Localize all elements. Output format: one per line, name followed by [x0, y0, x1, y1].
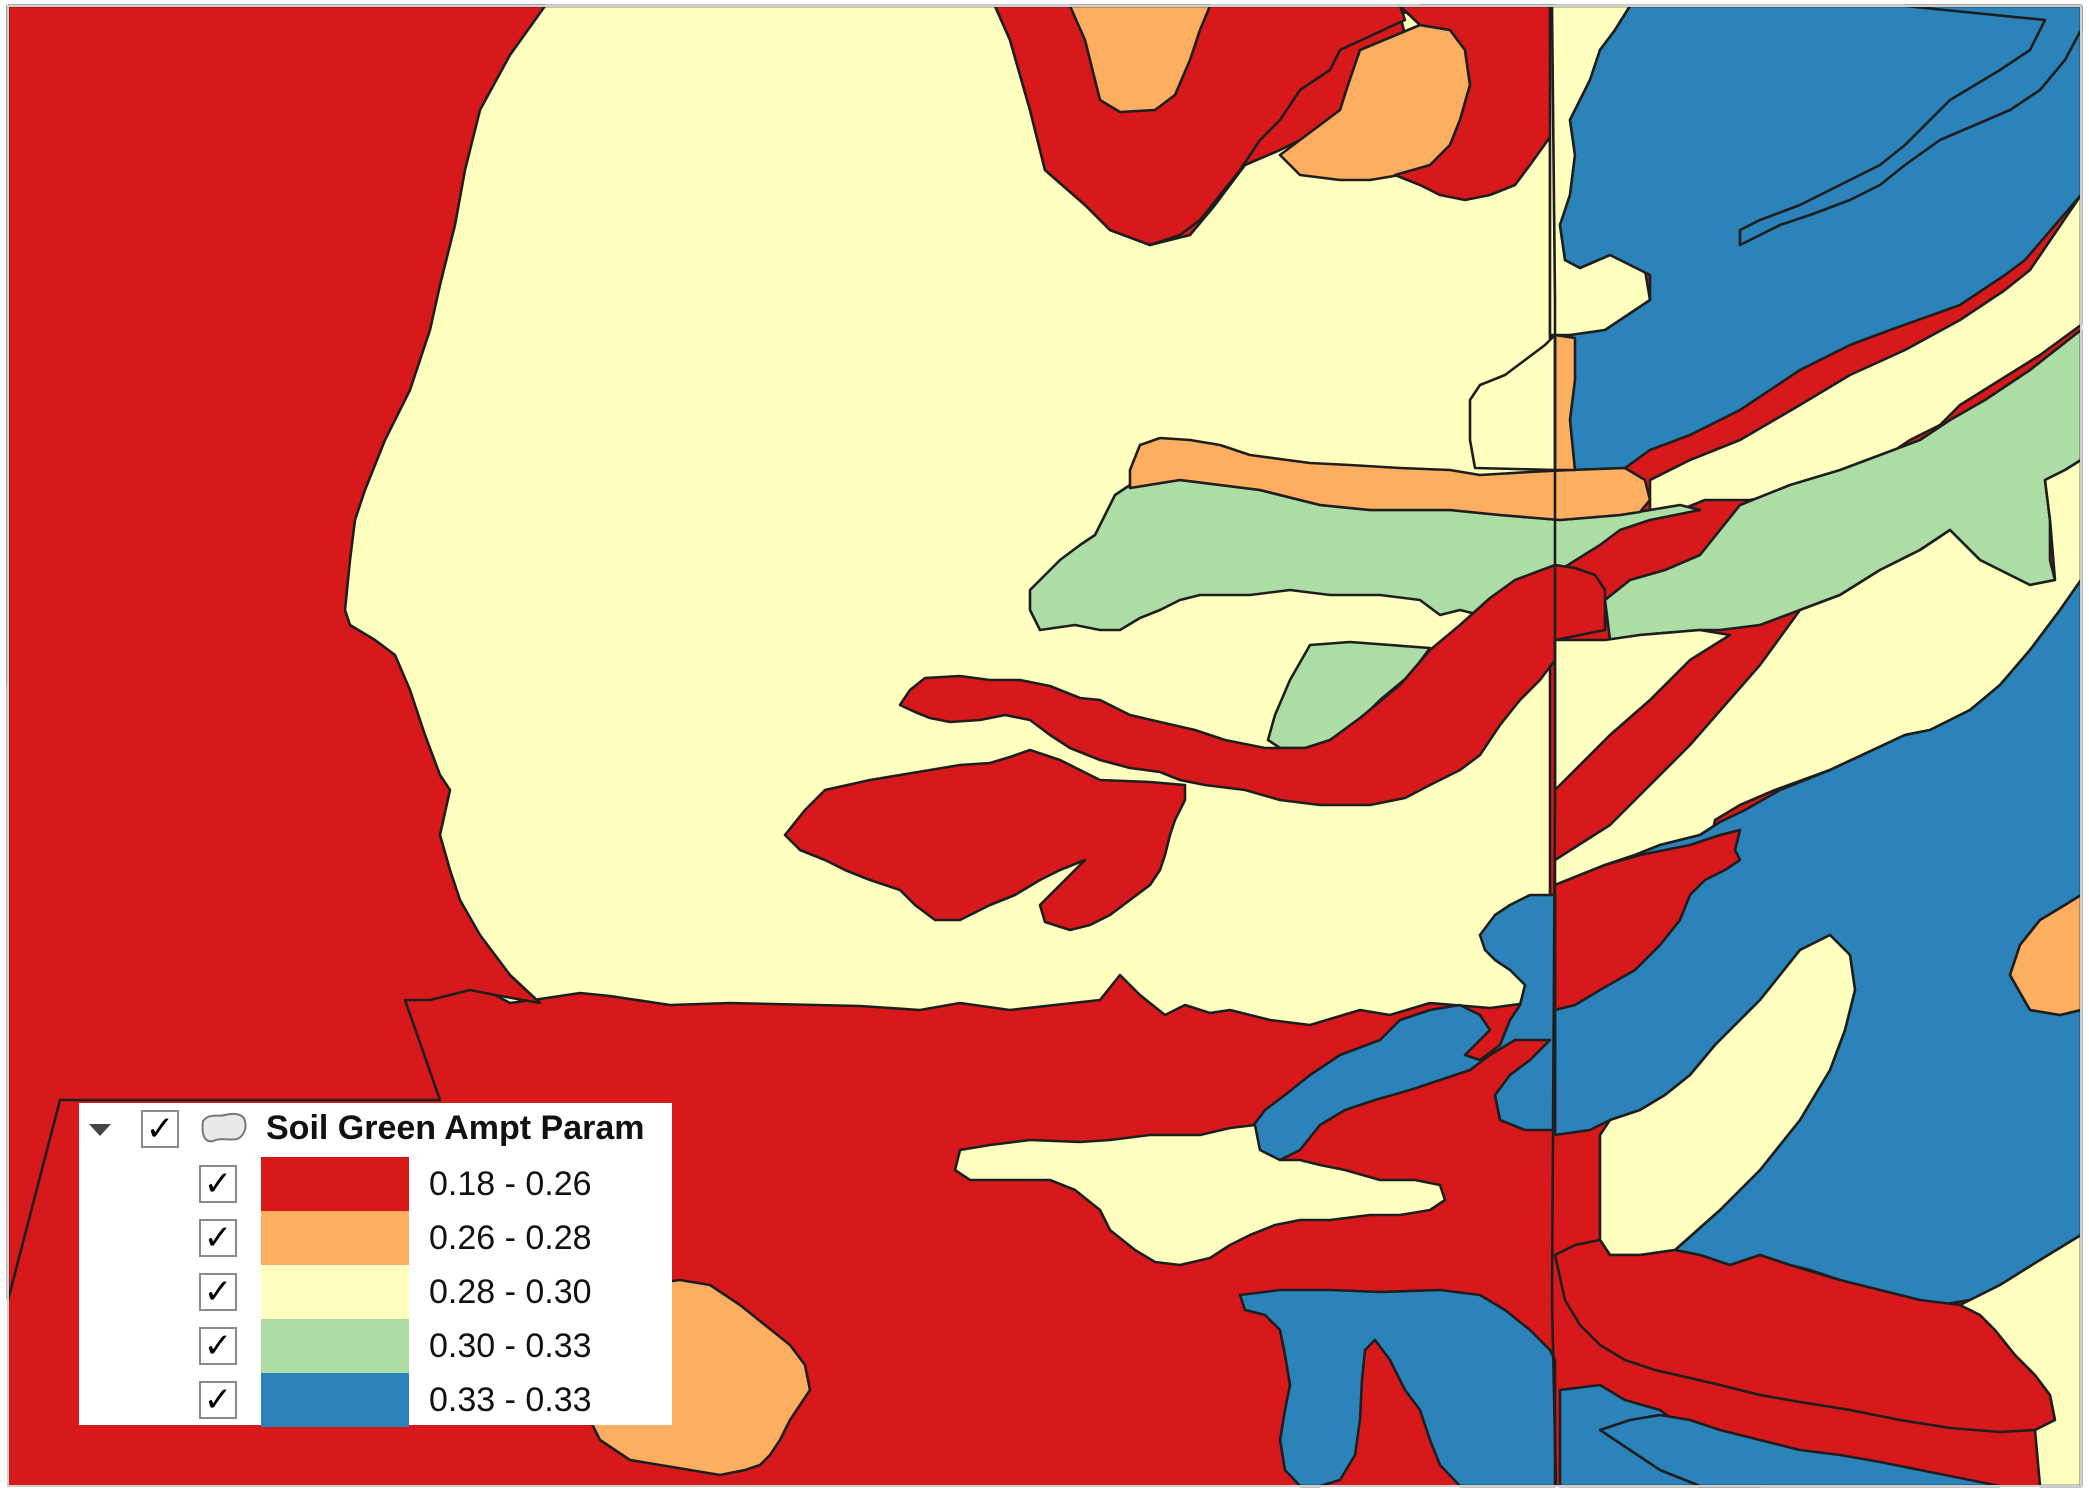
polygon-yellow-pocket[interactable] — [1468, 333, 1557, 472]
class-range-label: 0.33 - 0.33 — [429, 1381, 592, 1419]
polygon-orange-lower-right[interactable] — [2008, 893, 2083, 1017]
polygon-red-diagonal-arm[interactable] — [898, 563, 1607, 807]
class-color-swatch — [261, 1373, 409, 1427]
polygon-red-lower-right[interactable] — [1553, 828, 1742, 1012]
legend-class-row[interactable]: ✓ 0.33 - 0.33 — [79, 1373, 672, 1427]
polygon-yellow-bottom-right[interactable] — [1958, 1233, 2083, 1488]
checkmark-icon: ✓ — [203, 1218, 233, 1258]
checkmark-icon: ✓ — [203, 1164, 233, 1204]
polygon-green-right-band[interactable] — [1603, 328, 2083, 642]
polygon-orange-top-1[interactable] — [1068, 4, 1212, 114]
class-color-swatch — [261, 1265, 409, 1319]
polygon-blue-middle[interactable] — [1248, 893, 1557, 1162]
polygon-yellow-mid-lower[interactable] — [1553, 628, 1732, 792]
class-visibility-checkbox[interactable]: ✓ — [199, 1164, 237, 1204]
legend-class-row[interactable]: ✓ 0.28 - 0.30 — [79, 1265, 672, 1319]
legend-layer-row[interactable]: ✓ Soil Green Ampt Param — [79, 1103, 672, 1157]
checkmark-icon: ✓ — [203, 1272, 233, 1312]
class-range-label: 0.18 - 0.26 — [429, 1165, 592, 1203]
polygon-yellow-lower-tongue[interactable] — [953, 1123, 1447, 1267]
polygon-blue-bottom-middle[interactable] — [1238, 1288, 1557, 1488]
polygon-red-top-right[interactable] — [1393, 4, 1557, 202]
class-color-swatch — [261, 1319, 409, 1373]
class-range-label: 0.30 - 0.33 — [429, 1327, 592, 1365]
polygon-blue-right-arc[interactable] — [1738, 4, 2083, 247]
polygon-red-left[interactable] — [6, 4, 547, 1302]
class-visibility-checkbox[interactable]: ✓ — [199, 1272, 237, 1312]
class-visibility-checkbox[interactable]: ✓ — [199, 1326, 237, 1366]
checkmark-icon: ✓ — [203, 1326, 233, 1366]
legend-panel: ✓ Soil Green Ampt Param ✓ 0.18 - 0.26 ✓ … — [79, 1103, 672, 1427]
class-color-swatch — [261, 1211, 409, 1265]
polygon-yellow-right-strip[interactable] — [1648, 193, 2083, 522]
layer-visibility-checkbox[interactable]: ✓ — [141, 1109, 179, 1149]
legend-class-row[interactable]: ✓ 0.26 - 0.28 — [79, 1211, 672, 1265]
class-range-label: 0.28 - 0.30 — [429, 1273, 592, 1311]
map-border — [7, 5, 2082, 1487]
class-color-swatch — [261, 1157, 409, 1211]
polygon-orange-middle[interactable] — [1128, 436, 1652, 522]
checkmark-icon: ✓ — [203, 1380, 233, 1420]
legend-class-row[interactable]: ✓ 0.18 - 0.26 — [79, 1157, 672, 1211]
polygon-red-lower-tongue[interactable] — [783, 748, 1187, 932]
layer-title: Soil Green Ampt Param — [266, 1109, 645, 1147]
class-visibility-checkbox[interactable]: ✓ — [199, 1218, 237, 1258]
legend-class-row[interactable]: ✓ 0.30 - 0.33 — [79, 1319, 672, 1373]
collapse-arrow-icon[interactable] — [89, 1124, 111, 1136]
class-range-label: 0.26 - 0.28 — [429, 1219, 592, 1257]
class-visibility-checkbox[interactable]: ✓ — [199, 1380, 237, 1420]
polygon-layer-icon — [201, 1112, 247, 1143]
polygon-orange-sliver[interactable] — [1553, 333, 1577, 472]
boundary-vertical-line — [1550, 5, 1558, 1487]
checkmark-icon: ✓ — [145, 1109, 175, 1149]
